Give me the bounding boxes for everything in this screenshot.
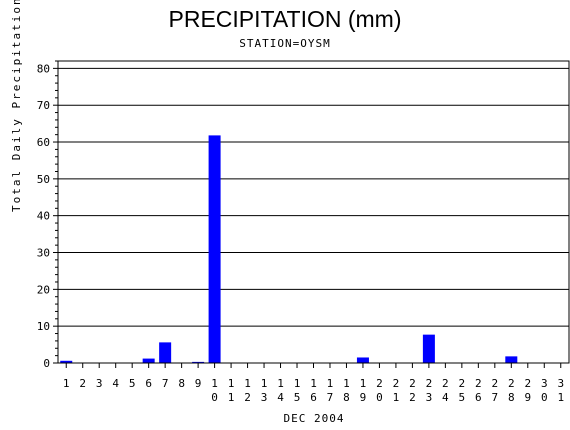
bar-day-1 bbox=[60, 360, 73, 363]
chart-title: PRECIPITATION (mm) bbox=[168, 6, 402, 32]
bar-day-23 bbox=[422, 334, 435, 363]
y-tick-label: 40 bbox=[37, 210, 50, 223]
y-tick-label: 50 bbox=[37, 173, 50, 186]
x-axis-label: DEC 2004 bbox=[283, 412, 345, 425]
y-tick-label: 30 bbox=[37, 247, 50, 260]
bar-day-6 bbox=[142, 358, 155, 363]
y-tick-label: 70 bbox=[37, 99, 50, 112]
bar-day-9 bbox=[192, 361, 205, 363]
bar-day-10 bbox=[208, 135, 221, 363]
chart-subtitle: STATION=OYSM bbox=[239, 37, 331, 50]
plot-frame bbox=[57, 60, 570, 364]
x-tick-label: 6 bbox=[145, 377, 152, 390]
bar-day-19 bbox=[356, 357, 369, 363]
x-tick-label: 5 bbox=[129, 377, 136, 390]
y-tick-label: 20 bbox=[37, 283, 50, 296]
x-tick-label: 4 bbox=[112, 377, 119, 390]
x-tick-label: 3 bbox=[96, 377, 103, 390]
y-tick-label: 80 bbox=[37, 62, 50, 75]
x-tick-label: 1 bbox=[63, 377, 70, 390]
x-tick-label: 9 bbox=[195, 377, 202, 390]
y-tick-label: 0 bbox=[43, 357, 50, 370]
bars bbox=[60, 135, 518, 363]
x-tick-label: 8 bbox=[178, 377, 185, 390]
bar-day-7 bbox=[159, 342, 172, 363]
x-tick-label: 2 bbox=[79, 377, 86, 390]
bar-day-28 bbox=[505, 356, 518, 363]
y-tick-label: 60 bbox=[37, 136, 50, 149]
y-tick-label: 10 bbox=[37, 320, 50, 333]
x-tick-label: 7 bbox=[162, 377, 169, 390]
grid-lines bbox=[58, 67, 569, 327]
